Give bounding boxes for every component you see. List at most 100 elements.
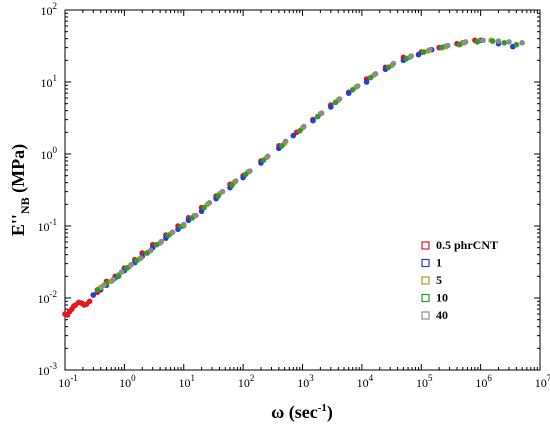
data-point <box>519 40 525 46</box>
data-point <box>513 41 520 48</box>
legend-label: 10 <box>436 291 448 305</box>
x-tick-label: 107 <box>535 373 550 390</box>
data-point <box>148 247 154 254</box>
data-point <box>403 56 410 62</box>
data-point <box>415 51 422 58</box>
data-point <box>158 238 165 245</box>
y-axis-title: E''NB (MPa) <box>8 144 32 236</box>
data-point <box>219 188 226 195</box>
data-point <box>462 39 469 45</box>
data-point <box>165 232 172 239</box>
x-tick-label: 105 <box>416 373 433 390</box>
data-point <box>349 87 356 93</box>
data-point <box>110 276 117 283</box>
legend-marker <box>421 293 430 303</box>
y-axis-title-end: (MPa) <box>8 144 29 197</box>
y-tick-label: 10-3 <box>38 361 58 378</box>
legend-marker <box>421 258 430 268</box>
data-point <box>495 38 502 44</box>
data-point <box>354 83 361 89</box>
data-point <box>115 273 122 280</box>
data-point <box>390 60 397 67</box>
data-point <box>101 282 107 289</box>
data-point <box>408 53 415 59</box>
x-axis-title-end: ) <box>327 402 333 423</box>
data-point <box>181 221 187 228</box>
data-point <box>328 104 334 110</box>
data-point <box>118 269 125 275</box>
y-tick-label: 10-1 <box>38 217 58 234</box>
x-axis-title-superscript: -1 <box>318 402 327 414</box>
plot-frame <box>64 9 541 371</box>
data-point <box>290 132 297 139</box>
data-point <box>260 157 267 163</box>
data-point <box>138 255 144 261</box>
data-point <box>144 250 150 256</box>
x-tick-label: 10-1 <box>58 373 78 390</box>
data-point <box>193 212 199 219</box>
x-tick-label: 106 <box>475 373 492 390</box>
data-point <box>501 40 508 46</box>
legend-label: 40 <box>436 308 448 322</box>
x-tick-label: 103 <box>297 373 314 390</box>
data-point <box>367 74 374 81</box>
data-point <box>310 117 316 124</box>
data-point <box>420 49 427 55</box>
data-point <box>345 90 352 96</box>
data-point <box>385 64 392 71</box>
axis-ticks <box>64 9 541 371</box>
legend-marker <box>421 311 430 320</box>
legend-label: 1 <box>436 256 442 270</box>
x-tick-label: 101 <box>179 373 196 390</box>
data-point <box>336 96 343 102</box>
axis-tick-labels: 10-1 100 101 102 103 104 105 106 10710-310-210-1… <box>38 1 550 390</box>
x-tick-label: 104 <box>357 373 374 390</box>
data-point <box>201 204 207 211</box>
data-points <box>62 37 525 318</box>
data-point <box>474 39 481 45</box>
data-point <box>232 178 239 184</box>
data-point <box>363 79 370 85</box>
data-point <box>438 44 445 51</box>
data-point <box>282 138 289 145</box>
data-point <box>247 168 253 174</box>
legend: 0.5 phrCNT 1 5 10 40 <box>421 238 498 322</box>
data-point <box>332 99 339 106</box>
data-point <box>206 200 213 206</box>
y-tick-label: 101 <box>41 73 58 90</box>
data-point <box>133 257 140 264</box>
data-point <box>372 71 379 77</box>
data-point <box>314 113 321 120</box>
data-point <box>86 298 93 305</box>
data-point <box>506 39 512 45</box>
data-point <box>94 287 101 293</box>
data-point <box>427 47 433 53</box>
data-point <box>90 292 97 298</box>
y-axis-title-subscript: NB <box>18 197 32 214</box>
data-point <box>153 241 160 248</box>
data-point <box>169 229 176 235</box>
data-point <box>301 123 307 130</box>
data-point <box>480 37 486 44</box>
data-point <box>229 182 235 188</box>
data-point <box>445 42 451 49</box>
data-point <box>279 143 285 149</box>
data-point <box>128 261 134 268</box>
x-tick-label: 100 <box>119 373 136 390</box>
legend-marker <box>421 241 430 250</box>
legend-label: 0.5 phrCNT <box>436 238 498 252</box>
data-point <box>456 41 463 48</box>
data-point <box>215 193 221 199</box>
legend-marker <box>421 276 430 285</box>
y-tick-label: 102 <box>41 1 58 18</box>
data-point <box>318 110 325 116</box>
data-point <box>297 128 303 134</box>
data-point <box>265 153 271 160</box>
legend-label: 5 <box>436 273 442 287</box>
data-point <box>124 265 130 271</box>
data-point <box>489 38 496 44</box>
data-point <box>242 171 249 178</box>
x-tick-label: 102 <box>238 373 255 390</box>
y-tick-label: 100 <box>41 145 58 162</box>
